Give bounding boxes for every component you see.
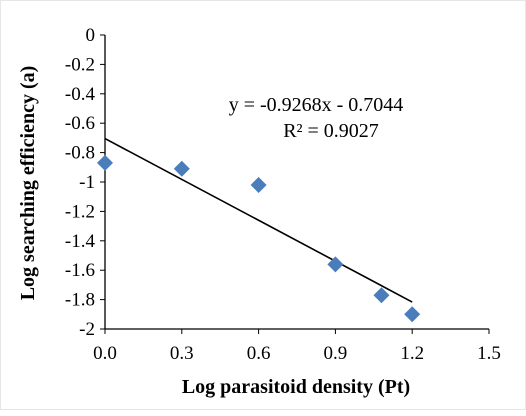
y-tick-label: -0.8	[65, 143, 95, 164]
trendline-equation: y = -0.9268x - 0.7044	[229, 94, 404, 116]
x-axis-title: Log parasitoid density (Pt)	[182, 376, 410, 398]
data-point	[373, 287, 390, 304]
x-tick-labels: 0.0 0.3 0.6 0.9 1.2 1.5	[93, 343, 501, 364]
y-tick-label: -0.2	[65, 54, 95, 75]
y-tick-label: 0	[86, 25, 96, 46]
x-tick-label: 0.6	[247, 343, 271, 364]
axes	[100, 34, 490, 334]
y-axis-title: Log searching efficiency (a)	[17, 66, 39, 301]
y-tick-label: -2	[79, 319, 95, 340]
x-tick-label: 0.0	[93, 343, 117, 364]
trendline-group	[104, 137, 413, 303]
y-tick-labels: 0 -0.2 -0.4 -0.6 -0.8 -1 -1.2 -1.4 -1.6 -1.8 -2	[65, 25, 96, 340]
data-point	[404, 306, 421, 323]
y-tick-label: -1	[79, 172, 95, 193]
r-squared-label: R² = 0.9027	[283, 120, 379, 142]
data-points	[97, 154, 421, 323]
y-tick-label: -1.4	[65, 231, 96, 252]
y-tick-label: -0.4	[65, 84, 96, 105]
data-point	[327, 256, 344, 273]
x-tick-label: 0.9	[324, 343, 348, 364]
x-tick-label: 1.5	[477, 343, 501, 364]
data-point	[250, 176, 267, 193]
x-tick-label: 1.2	[400, 343, 424, 364]
trendline	[104, 137, 413, 303]
y-tick-label: -1.2	[65, 201, 95, 222]
y-tick-label: -1.6	[65, 260, 95, 281]
data-point	[97, 154, 113, 171]
y-tick-label: -0.6	[65, 113, 95, 134]
x-tick-label: 0.3	[170, 343, 194, 364]
y-tick-label: -1.8	[65, 290, 95, 311]
data-point	[173, 160, 190, 177]
